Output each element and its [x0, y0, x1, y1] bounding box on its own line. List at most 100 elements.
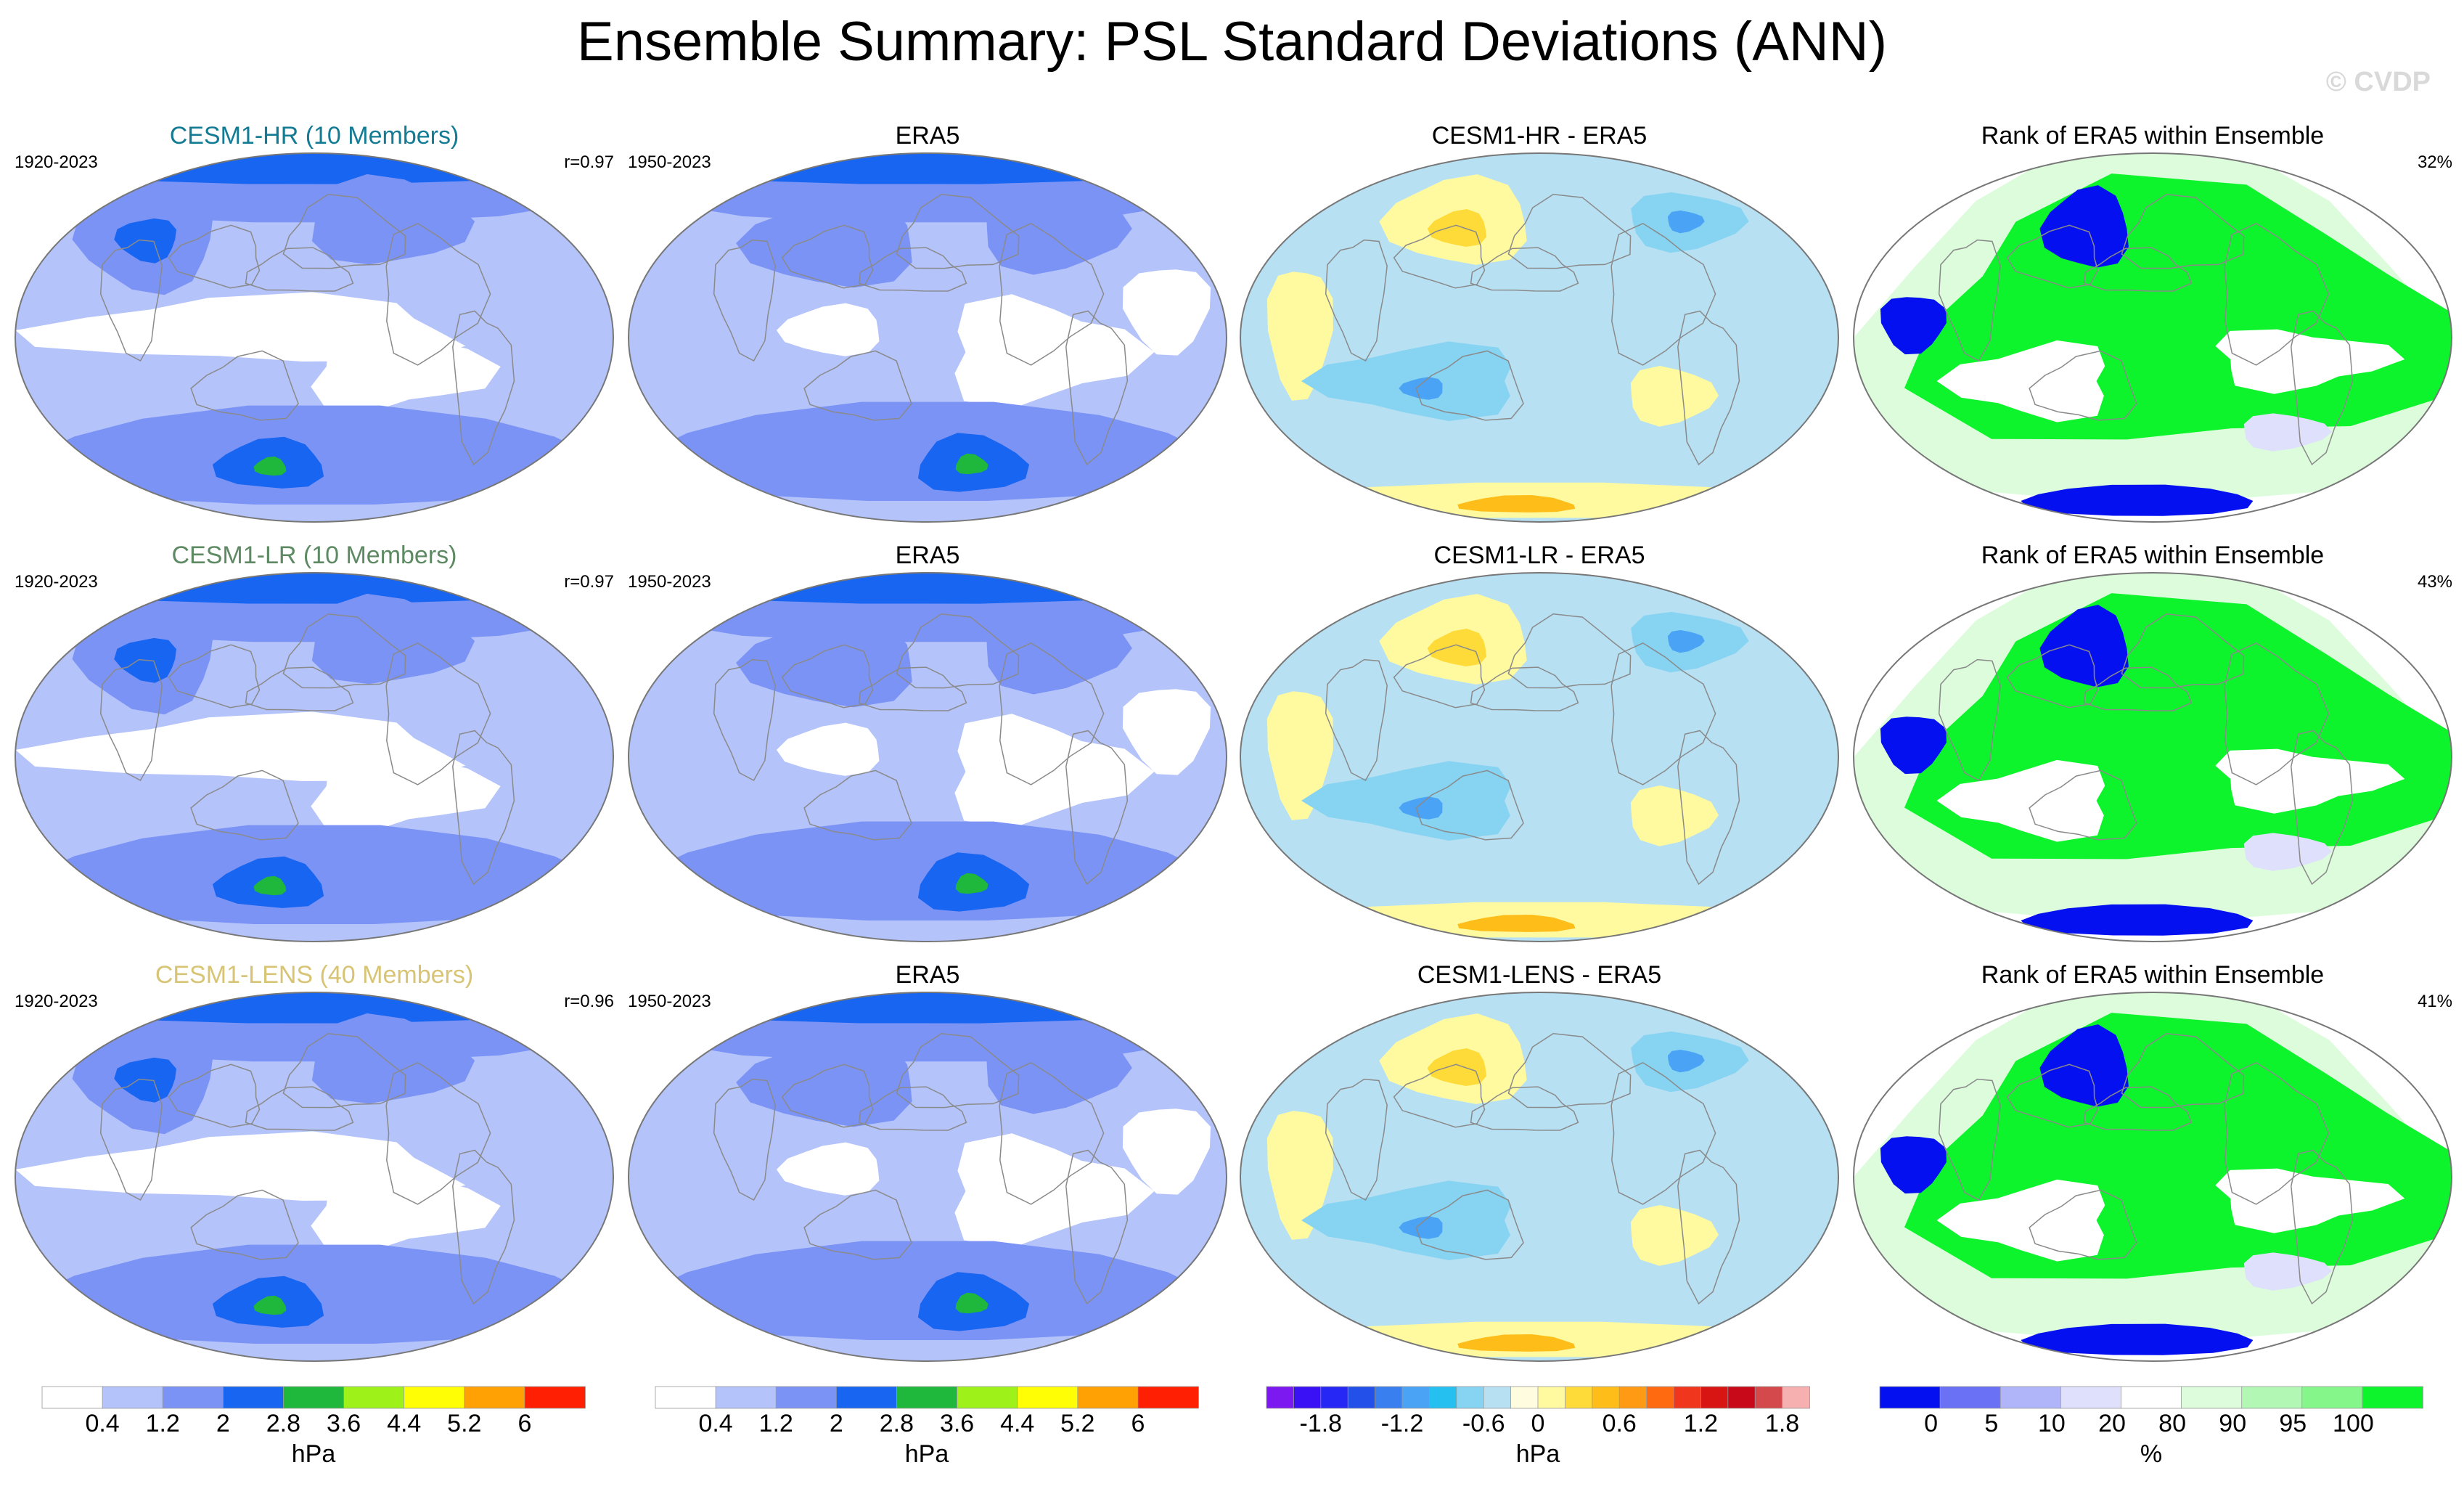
coastline — [452, 1149, 515, 1305]
colorbar-tick-label: 90 — [2219, 1410, 2246, 1437]
coastline — [1393, 224, 1486, 289]
field-contour — [2039, 605, 2129, 687]
colorbar-tick-label: 1.2 — [1684, 1410, 1718, 1437]
coastline — [385, 642, 491, 785]
field-contour — [986, 183, 1132, 275]
colorbar-tick-label: 20 — [2098, 1410, 2126, 1437]
coastline — [803, 350, 912, 421]
panel-title: Rank of ERA5 within Ensemble — [1981, 542, 2325, 569]
field-contour — [1266, 272, 1333, 401]
coastline — [2029, 1189, 2137, 1260]
colorbar-swatch — [715, 1386, 777, 1409]
coastline — [1507, 1033, 1632, 1109]
field-contour — [1936, 1179, 2105, 1262]
coastline — [2029, 769, 2137, 841]
colorbar-tick-label: 1.2 — [146, 1410, 180, 1437]
field-contour — [2021, 904, 2254, 936]
colorbar-swatch — [1266, 1386, 1295, 1409]
panel-period: 1920-2023 — [15, 572, 98, 592]
field-contour — [1122, 269, 1211, 356]
colorbar-swatch — [1673, 1386, 1702, 1409]
coastline — [713, 658, 776, 782]
coastline — [2291, 310, 2354, 465]
coastline — [2224, 1061, 2330, 1205]
colorbar-tick-label: 0.4 — [698, 1410, 732, 1437]
field-contour — [1630, 1205, 1719, 1266]
field-contour — [1936, 759, 2105, 842]
colorbar-swatch — [1017, 1386, 1078, 1409]
colorbar-swatch — [1879, 1386, 1941, 1409]
coastline — [385, 222, 491, 366]
colorbar-swatch — [1510, 1386, 1539, 1409]
map-panel-diff — [1240, 153, 1838, 522]
colorbar-swatch — [1564, 1386, 1593, 1409]
colorbar-unit: hPa — [1516, 1440, 1560, 1468]
coastline — [858, 1086, 967, 1131]
coastline — [896, 194, 1020, 269]
coastline — [2006, 644, 2099, 709]
map-outline — [628, 572, 1227, 942]
map-panel-obs — [629, 573, 1227, 942]
coastline — [896, 1033, 1020, 1109]
field-contour — [1301, 761, 1512, 841]
colorbar-swatch — [2241, 1386, 2303, 1409]
colorbar-tick-label: 0.6 — [1603, 1410, 1637, 1437]
field-contour — [1266, 1111, 1333, 1240]
map-outline — [1240, 572, 1839, 942]
field-contour — [2215, 329, 2405, 394]
colorbar-unit: hPa — [905, 1440, 949, 1468]
coastline — [168, 1064, 261, 1128]
coastline — [1393, 644, 1486, 709]
colorbar-swatch — [1483, 1386, 1512, 1409]
colorbar-swatch — [1137, 1386, 1199, 1409]
colorbar-swatch — [1754, 1386, 1783, 1409]
colorbar-swatch — [1727, 1386, 1756, 1409]
colorbar-tick-label: 2 — [830, 1410, 843, 1437]
field-contour — [311, 734, 501, 831]
colorbar-tick-label: 5.2 — [447, 1410, 481, 1437]
field-contour — [1301, 1180, 1512, 1260]
coastline — [1938, 658, 2001, 782]
coastline — [858, 247, 967, 292]
coastline — [1415, 1189, 1524, 1260]
coastline — [1610, 1061, 1716, 1205]
coastline — [1938, 1078, 2001, 1201]
coastline — [1325, 658, 1388, 782]
map-outline — [1240, 992, 1839, 1362]
field-contour — [643, 992, 1195, 1024]
field-contour — [986, 603, 1132, 695]
map-panel-obs — [629, 153, 1227, 522]
coastline — [858, 666, 967, 711]
map-panel-model — [15, 153, 613, 522]
coastline — [2121, 613, 2245, 689]
panel-stat: 32% — [2417, 152, 2452, 172]
panel-title: ERA5 — [895, 961, 960, 989]
panel-title: ERA5 — [895, 122, 960, 150]
colorbar-swatch — [1646, 1386, 1674, 1409]
cvdp-watermark: © CVDP — [2325, 67, 2431, 97]
coastline — [1415, 350, 1524, 421]
field-contour — [30, 573, 582, 604]
panel-title: ERA5 — [895, 542, 960, 569]
field-contour — [736, 196, 912, 288]
colorbar-swatch — [775, 1386, 838, 1409]
coastline — [245, 1086, 354, 1131]
colorbar-swatch — [1700, 1386, 1729, 1409]
colorbar-tick-label: 2.8 — [266, 1410, 300, 1437]
colorbar-swatch — [2000, 1386, 2062, 1409]
field-contour — [30, 153, 582, 184]
panel-period: 1920-2023 — [15, 992, 98, 1011]
colorbar-tick-label: 0.4 — [85, 1410, 119, 1437]
coastline — [1677, 730, 1740, 885]
coastline — [2121, 1033, 2245, 1109]
field-contour — [954, 294, 1155, 409]
colorbar-tick-label: 100 — [2333, 1410, 2374, 1437]
coastline — [168, 644, 261, 709]
field-contour — [1630, 366, 1719, 427]
map-panel-rank — [1854, 153, 2452, 522]
coastline — [781, 1064, 874, 1128]
coastline — [190, 769, 299, 841]
colorbar-tick-label: 1.8 — [1765, 1410, 1799, 1437]
panel-title: Rank of ERA5 within Ensemble — [1981, 961, 2325, 989]
map-panel-diff — [1240, 573, 1838, 942]
